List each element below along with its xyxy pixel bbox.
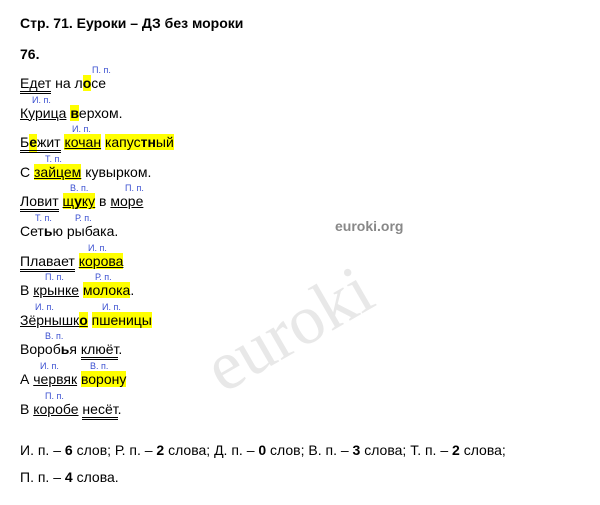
summary-part: слова; Д. п. – — [164, 442, 258, 458]
text-part: В — [20, 401, 33, 417]
text-part: В — [20, 282, 33, 298]
text-part: зайцем — [34, 164, 81, 180]
summary-part: слова. — [73, 469, 119, 485]
text-part: се — [91, 75, 106, 91]
text-part: жит — [37, 134, 61, 153]
summary-part: слова; Т. п. – — [360, 442, 452, 458]
text-line: В. п.П. п.Ловит щуку в море — [20, 192, 580, 212]
case-label: И. п. — [35, 301, 54, 314]
case-label: П. п. — [125, 182, 144, 195]
summary-part: П. п. – — [20, 469, 65, 485]
case-label: И. п. — [102, 301, 121, 314]
case-label: Р. п. — [95, 271, 112, 284]
text-part: корова — [79, 253, 124, 269]
text-part: я — [69, 341, 80, 357]
text-part: клюёт — [81, 341, 119, 360]
text-part: коробе — [33, 401, 78, 417]
text-part: Едет — [20, 75, 51, 94]
text-part — [59, 193, 63, 209]
text-part: ю — [52, 223, 66, 239]
case-label: Т. п. — [45, 153, 62, 166]
text-part: крынке — [33, 282, 79, 298]
text-part: щ — [63, 193, 75, 209]
text-line: Т. п.С зайцем кувырком. — [20, 163, 580, 183]
text-part: . — [118, 341, 122, 357]
text-line: И. п.И. п.Зёрнышко пшеницы — [20, 311, 580, 331]
text-part: Б — [20, 134, 29, 153]
case-label: Т. п. — [35, 212, 52, 225]
case-label: Р. п. — [75, 212, 92, 225]
page-header: Стр. 71. Еуроки – ДЗ без мороки — [20, 15, 580, 31]
text-part: в — [70, 105, 79, 121]
text-part: несёт — [82, 401, 117, 420]
case-label: П. п. — [92, 64, 111, 77]
text-part: ерхом. — [79, 105, 123, 121]
text-line: В. п.Воробья клюёт. — [20, 340, 580, 360]
text-part: Сет — [20, 223, 44, 239]
case-label: В. п. — [90, 360, 108, 373]
text-part: Зёрнышк — [20, 312, 79, 328]
text-part: кочан — [64, 134, 101, 150]
text-part: на л — [51, 75, 82, 91]
summary-part: 4 — [65, 469, 73, 485]
text-part: . — [130, 282, 134, 298]
text-part: о — [83, 75, 92, 91]
case-label: П. п. — [45, 271, 64, 284]
text-line: И. п.Плавает корова — [20, 252, 580, 272]
text-part: Вороб — [20, 341, 61, 357]
text-line: П. п.Едет на лосе — [20, 74, 580, 94]
lines-container: П. п.Едет на лосеИ. п.Курица верхом.И. п… — [20, 74, 580, 419]
summary-line-1: И. п. – 6 слов; Р. п. – 2 слова; Д. п. –… — [20, 437, 580, 464]
summary-part: слова; — [460, 442, 506, 458]
text-part: ый — [156, 134, 174, 150]
text-part: е — [29, 134, 37, 153]
summary-part: И. п. – — [20, 442, 65, 458]
text-part: червяк — [33, 371, 77, 387]
summary-part: слов; В. п. – — [266, 442, 352, 458]
text-part: С — [20, 164, 34, 180]
text-part: капус — [105, 134, 141, 150]
text-line: И. п.Курица верхом. — [20, 104, 580, 124]
text-part: А — [20, 371, 33, 387]
summary-line-2: П. п. – 4 слова. — [20, 464, 580, 491]
text-part: тн — [141, 134, 156, 150]
text-line: Т. п.Р. п.Сетью рыбака. — [20, 222, 580, 242]
text-part: ворону — [81, 371, 126, 387]
text-line: И. п.Бежит кочан капустный — [20, 133, 580, 153]
text-part: кувырком. — [81, 164, 151, 180]
text-part: ку — [82, 193, 95, 209]
text-part: Ловит — [20, 193, 59, 212]
watermark-small: euroki.org — [335, 218, 403, 234]
text-part: пшеницы — [92, 312, 152, 328]
text-part: молока — [83, 282, 130, 298]
text-part: рыбака. — [67, 223, 118, 239]
text-part: у — [74, 193, 82, 209]
case-label: И. п. — [72, 123, 91, 136]
text-part: Курица — [20, 105, 66, 121]
summary-part: 0 — [258, 442, 266, 458]
text-part: о — [79, 312, 88, 328]
case-label: В. п. — [45, 330, 63, 343]
summary-part: 2 — [452, 442, 460, 458]
case-label: В. п. — [70, 182, 88, 195]
text-part: море — [110, 193, 143, 209]
text-part: в — [95, 193, 110, 209]
case-label: И. п. — [32, 94, 51, 107]
task-number: 76. — [20, 46, 580, 62]
summary-part: слов; Р. п. – — [73, 442, 157, 458]
case-label: И. п. — [88, 242, 107, 255]
summary: И. п. – 6 слов; Р. п. – 2 слова; Д. п. –… — [20, 437, 580, 490]
summary-part: 6 — [65, 442, 73, 458]
text-line: П. п.В коробе несёт. — [20, 400, 580, 420]
text-part: . — [118, 401, 122, 417]
text-line: И. п.В. п.А червяк ворону — [20, 370, 580, 390]
text-part: Плавает — [20, 253, 75, 272]
text-line: П. п.Р. п.В крынке молока. — [20, 281, 580, 301]
case-label: П. п. — [45, 390, 64, 403]
case-label: И. п. — [40, 360, 59, 373]
content: Стр. 71. Еуроки – ДЗ без мороки 76. П. п… — [20, 15, 580, 490]
